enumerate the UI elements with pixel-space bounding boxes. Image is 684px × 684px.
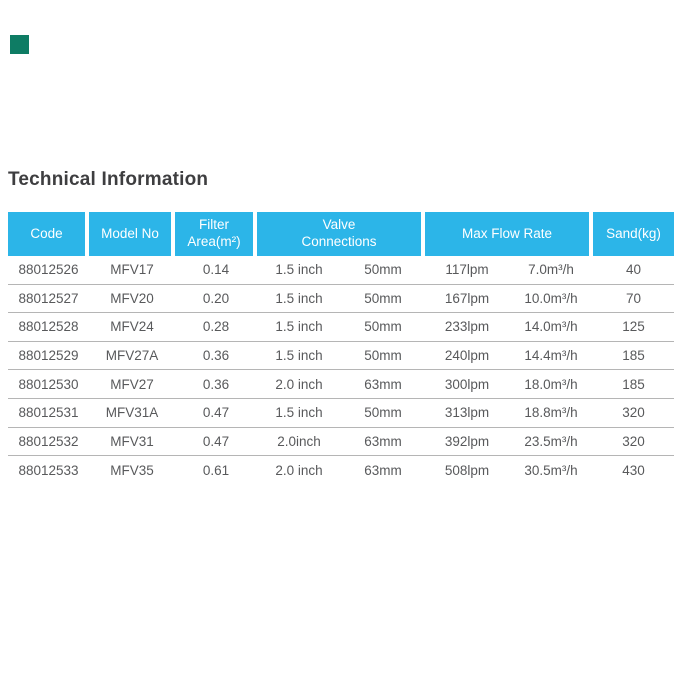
cell-flow-lpm: 508lpm xyxy=(444,462,490,478)
cell-flow-m3h: 14.0m³/h xyxy=(524,319,578,335)
cell-code: 88012533 xyxy=(18,462,79,478)
cell-model: MFV24 xyxy=(110,319,154,335)
cell-valve-mm: 50mm xyxy=(364,290,402,306)
table-row: 88012530 MFV27 0.36 2.0 inch 63mm 300lpm… xyxy=(8,370,674,399)
table-body: 88012526 MFV17 0.14 1.5 inch 50mm 117lpm… xyxy=(8,256,674,485)
cell-model: MFV31 xyxy=(110,433,154,449)
col-header-label: Code xyxy=(30,225,63,241)
cell-filter-area: 0.36 xyxy=(202,376,230,392)
cell-code: 88012528 xyxy=(18,319,79,335)
cell-code: 88012530 xyxy=(18,376,79,392)
cell-model: MFV31A xyxy=(105,405,159,421)
cell-sand: 185 xyxy=(622,348,645,364)
cell-flow-m3h: 10.0m³/h xyxy=(524,290,578,306)
cell-filter-area: 0.36 xyxy=(202,348,230,364)
cell-sand: 185 xyxy=(622,376,645,392)
cell-code: 88012527 xyxy=(18,290,79,306)
cell-valve-mm: 63mm xyxy=(364,433,402,449)
cell-filter-area: 0.47 xyxy=(202,405,230,421)
cell-flow-m3h: 14.4m³/h xyxy=(524,348,578,364)
cell-flow-m3h: 18.8m³/h xyxy=(524,405,578,421)
cell-flow-lpm: 313lpm xyxy=(444,405,490,421)
cell-valve-mm: 63mm xyxy=(364,376,402,392)
cell-valve-size: 1.5 inch xyxy=(275,290,323,306)
cell-flow-m3h: 30.5m³/h xyxy=(524,462,578,478)
col-header-sand: Sand(kg) xyxy=(593,212,674,256)
cell-valve-size: 1.5 inch xyxy=(275,319,323,335)
col-header-label-line1: Valve xyxy=(322,217,356,233)
table-row: 88012526 MFV17 0.14 1.5 inch 50mm 117lpm… xyxy=(8,256,674,285)
cell-model: MFV35 xyxy=(110,462,154,478)
green-corner-swatch xyxy=(10,35,29,54)
col-header-label: Sand(kg) xyxy=(606,225,661,241)
col-header-valve-connections: Valve Connections xyxy=(257,212,425,256)
col-header-label-line2: Connections xyxy=(301,234,377,249)
cell-valve-mm: 50mm xyxy=(364,319,402,335)
col-header-filter-area: Filter Area(m²) xyxy=(175,212,257,256)
table-row: 88012533 MFV35 0.61 2.0 inch 63mm 508lpm… xyxy=(8,456,674,485)
cell-sand: 125 xyxy=(622,319,645,335)
table-row: 88012529 MFV27A 0.36 1.5 inch 50mm 240lp… xyxy=(8,342,674,371)
col-header-code: Code xyxy=(8,212,89,256)
col-header-max-flow-rate: Max Flow Rate xyxy=(425,212,593,256)
col-header-label: Model No xyxy=(101,225,159,241)
cell-filter-area: 0.20 xyxy=(202,290,230,306)
cell-valve-mm: 50mm xyxy=(364,405,402,421)
cell-flow-lpm: 167lpm xyxy=(444,290,490,306)
table-row: 88012532 MFV31 0.47 2.0inch 63mm 392lpm … xyxy=(8,428,674,457)
cell-flow-lpm: 233lpm xyxy=(444,319,490,335)
cell-valve-mm: 63mm xyxy=(364,462,402,478)
cell-sand: 320 xyxy=(622,433,645,449)
cell-filter-area: 0.28 xyxy=(202,319,230,335)
cell-sand: 70 xyxy=(625,290,642,306)
col-header-label: Max Flow Rate xyxy=(461,225,553,241)
cell-valve-size: 1.5 inch xyxy=(275,348,323,364)
cell-filter-area: 0.61 xyxy=(202,462,230,478)
cell-flow-lpm: 300lpm xyxy=(444,376,490,392)
cell-valve-mm: 50mm xyxy=(364,348,402,364)
cell-valve-mm: 50mm xyxy=(364,262,402,278)
cell-model: MFV27A xyxy=(105,348,159,364)
table-header-row: Code Model No Filter Area(m²) Valve Conn… xyxy=(8,212,674,256)
cell-sand: 430 xyxy=(622,462,645,478)
cell-flow-m3h: 23.5m³/h xyxy=(524,433,578,449)
cell-model: MFV17 xyxy=(110,262,154,278)
cell-flow-lpm: 240lpm xyxy=(444,348,490,364)
cell-valve-size: 2.0 inch xyxy=(275,376,323,392)
cell-code: 88012532 xyxy=(18,433,79,449)
cell-model: MFV27 xyxy=(110,376,154,392)
cell-flow-m3h: 7.0m³/h xyxy=(528,262,574,278)
cell-filter-area: 0.47 xyxy=(202,433,230,449)
table-row: 88012531 MFV31A 0.47 1.5 inch 50mm 313lp… xyxy=(8,399,674,428)
cell-flow-lpm: 392lpm xyxy=(444,433,490,449)
cell-flow-lpm: 117lpm xyxy=(445,262,489,278)
cell-valve-size: 2.0inch xyxy=(277,433,321,449)
cell-model: MFV20 xyxy=(110,290,154,306)
table-row: 88012528 MFV24 0.28 1.5 inch 50mm 233lpm… xyxy=(8,313,674,342)
col-header-model: Model No xyxy=(89,212,175,256)
cell-flow-m3h: 18.0m³/h xyxy=(524,376,578,392)
cell-valve-size: 1.5 inch xyxy=(275,405,323,421)
cell-valve-size: 1.5 inch xyxy=(275,262,323,278)
cell-valve-size: 2.0 inch xyxy=(275,462,323,478)
cell-filter-area: 0.14 xyxy=(202,262,230,278)
page-title: Technical Information xyxy=(8,169,209,190)
cell-code: 88012526 xyxy=(18,262,79,278)
col-header-label-line1: Filter xyxy=(199,217,229,233)
table-row: 88012527 MFV20 0.20 1.5 inch 50mm 167lpm… xyxy=(8,285,674,314)
cell-code: 88012529 xyxy=(18,348,79,364)
cell-code: 88012531 xyxy=(18,405,79,421)
cell-sand: 320 xyxy=(622,405,645,421)
col-header-label-line2: Area(m²) xyxy=(187,234,241,249)
cell-sand: 40 xyxy=(625,262,642,278)
technical-info-table: Code Model No Filter Area(m²) Valve Conn… xyxy=(8,212,674,485)
